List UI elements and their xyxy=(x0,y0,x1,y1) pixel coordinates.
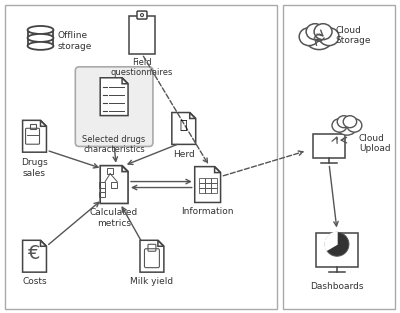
FancyBboxPatch shape xyxy=(137,11,147,19)
Bar xyxy=(205,182,211,187)
Bar xyxy=(99,182,105,187)
Text: Costs: Costs xyxy=(22,277,47,286)
Bar xyxy=(205,177,211,182)
Ellipse shape xyxy=(306,24,324,40)
Polygon shape xyxy=(172,113,196,144)
Bar xyxy=(211,187,217,192)
Bar xyxy=(211,177,217,182)
Text: Field
questionnaires: Field questionnaires xyxy=(111,58,173,77)
Text: Milk yield: Milk yield xyxy=(130,277,174,286)
Text: Dashboards: Dashboards xyxy=(310,282,364,291)
Bar xyxy=(111,182,117,187)
Polygon shape xyxy=(140,240,164,272)
Polygon shape xyxy=(22,120,46,152)
Bar xyxy=(107,168,113,174)
Bar xyxy=(211,182,217,187)
Polygon shape xyxy=(195,167,220,203)
Bar xyxy=(199,177,205,182)
Text: Selected drugs
characteristics: Selected drugs characteristics xyxy=(82,135,146,154)
Ellipse shape xyxy=(28,26,54,34)
Bar xyxy=(99,192,105,198)
FancyBboxPatch shape xyxy=(316,233,358,267)
Ellipse shape xyxy=(314,24,332,40)
Circle shape xyxy=(325,232,349,256)
Ellipse shape xyxy=(299,28,319,46)
Text: €: € xyxy=(28,244,41,263)
Text: Calculated
metrics: Calculated metrics xyxy=(90,208,138,228)
Ellipse shape xyxy=(343,116,357,128)
Bar xyxy=(199,182,205,187)
Ellipse shape xyxy=(332,119,347,132)
Text: Herd: Herd xyxy=(173,150,195,159)
Bar xyxy=(205,187,211,192)
Polygon shape xyxy=(22,240,46,272)
FancyBboxPatch shape xyxy=(129,16,155,54)
Ellipse shape xyxy=(319,28,339,46)
Text: Drugs
sales: Drugs sales xyxy=(21,158,48,177)
FancyBboxPatch shape xyxy=(313,134,345,157)
Ellipse shape xyxy=(337,116,351,128)
Text: Cloud
Upload: Cloud Upload xyxy=(359,134,390,153)
Ellipse shape xyxy=(306,30,332,49)
Polygon shape xyxy=(100,78,128,115)
Text: Cloud
Storage: Cloud Storage xyxy=(335,26,370,45)
Text: Offline
storage: Offline storage xyxy=(58,31,92,51)
FancyBboxPatch shape xyxy=(75,67,153,146)
Ellipse shape xyxy=(28,42,54,50)
Polygon shape xyxy=(325,232,337,250)
Ellipse shape xyxy=(28,34,54,42)
Text: Information: Information xyxy=(181,208,234,217)
Ellipse shape xyxy=(347,119,362,132)
Bar xyxy=(199,187,205,192)
Ellipse shape xyxy=(337,120,357,135)
Text: 🐄: 🐄 xyxy=(179,119,186,132)
Polygon shape xyxy=(100,166,128,203)
